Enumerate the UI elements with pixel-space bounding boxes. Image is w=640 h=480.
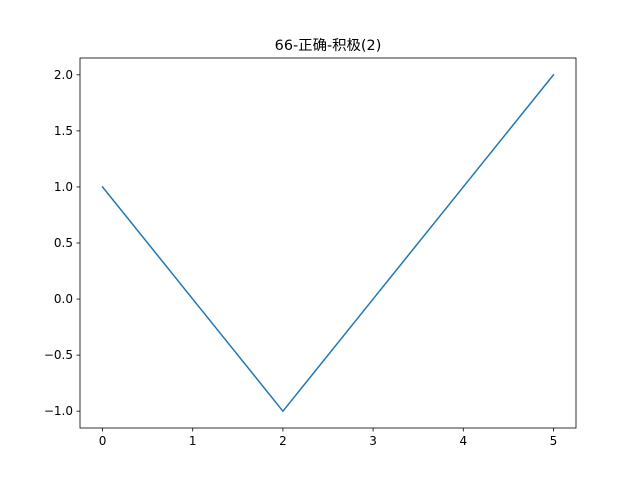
y-tick-label: 0.0 <box>54 292 73 306</box>
x-tick-label: 5 <box>550 434 558 448</box>
x-axis: 0 1 2 3 4 5 <box>99 428 558 448</box>
plot-area <box>101 73 555 412</box>
y-tick-label: 1.0 <box>54 180 73 194</box>
x-tick-label: 0 <box>99 434 107 448</box>
x-tick-label: 1 <box>189 434 197 448</box>
axes-frame <box>79 57 577 429</box>
y-tick-label: 1.5 <box>54 124 73 138</box>
y-tick-label: 2.0 <box>54 68 73 82</box>
y-axis: −1.0 −0.5 0.0 0.5 1.0 1.5 2.0 <box>44 68 80 418</box>
series-line-0 <box>101 73 555 412</box>
x-tick-label: 4 <box>459 434 467 448</box>
y-tick-label: −1.0 <box>44 404 73 418</box>
chart-title: 66-正确-积极(2) <box>275 37 382 54</box>
y-tick-label: −0.5 <box>44 348 73 362</box>
x-tick-label: 3 <box>369 434 377 448</box>
y-tick-label: 0.5 <box>54 236 73 250</box>
x-tick-label: 2 <box>279 434 287 448</box>
